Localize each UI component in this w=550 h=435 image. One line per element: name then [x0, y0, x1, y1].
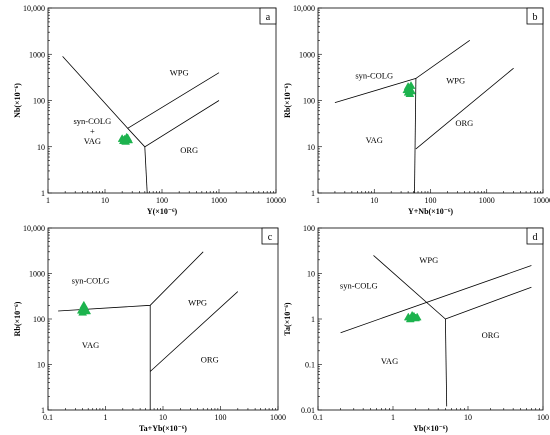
x-tick-label: 1000: [211, 196, 227, 205]
y-tick-label: 1: [41, 406, 45, 415]
x-tick-label: 100: [215, 413, 227, 422]
data-point: [407, 86, 416, 95]
panel-label-box: [526, 7, 544, 25]
field-boundary: [144, 146, 148, 194]
x-tick-label: 10: [101, 196, 109, 205]
y-tick-label: 0.01: [301, 406, 315, 415]
panel-label: a: [266, 12, 271, 23]
plot-frame: [47, 7, 277, 194]
field-label: ORG: [482, 330, 500, 340]
field-label: VAG: [84, 136, 101, 146]
panel-label: b: [533, 12, 538, 23]
field-boundary: [62, 56, 220, 148]
y-axis-label: Nb(×10⁻⁶): [13, 83, 22, 118]
panel-label-box: [526, 227, 544, 245]
x-tick-label: 100: [425, 196, 437, 205]
field-boundary: [445, 318, 448, 407]
data-point: [76, 305, 86, 314]
plot-frame: [47, 227, 279, 411]
x-tick-label: 0.1: [43, 413, 53, 422]
x-tick-label: 10: [370, 196, 378, 205]
field-boundary: [340, 265, 532, 334]
field-label: WPG: [188, 298, 207, 308]
x-tick-label: 10000: [533, 196, 550, 205]
x-tick-label: 1: [391, 413, 395, 422]
y-tick-label: 100: [303, 97, 315, 106]
x-tick-label: 100: [156, 196, 168, 205]
x-tick-label: 1: [46, 196, 50, 205]
y-tick-label: 10,000: [293, 4, 315, 13]
x-tick-label: 1000: [270, 413, 286, 422]
y-axis-label: Rb(×10⁻⁶): [283, 83, 292, 118]
x-tick-label: 10: [159, 413, 167, 422]
y-tick-label: 0.1: [305, 361, 315, 370]
y-tick-label: 10,000: [23, 224, 45, 233]
field-label: syn-COLG: [72, 276, 110, 286]
x-tick-label: 0.1: [313, 413, 323, 422]
y-tick-label: 1000: [299, 50, 315, 59]
field-boundary: [415, 67, 514, 150]
y-tick-label: 1: [41, 189, 45, 198]
x-tick-label: 1000: [479, 196, 495, 205]
panel-label-box: [259, 7, 277, 25]
field-label: ORG: [180, 145, 198, 155]
y-tick-label: 100: [33, 97, 45, 106]
field-label: ORG: [455, 118, 473, 128]
y-tick-label: 100: [303, 224, 315, 233]
y-tick-label: 1000: [29, 270, 45, 279]
field-label: syn-COLG: [340, 280, 378, 290]
panel-label-box: [261, 227, 279, 245]
x-tick-label: 10000: [266, 196, 286, 205]
panel-d: 0.1 1 10 1000.010.1110100Yb(×10⁻⁶)Ta(×10⁻⁶)…: [283, 224, 549, 433]
panel-label: c: [268, 232, 273, 243]
x-tick-label: 10: [464, 413, 472, 422]
x-axis-label: Yb(×10⁻⁶): [413, 424, 448, 433]
field-boundary: [445, 286, 532, 320]
field-label: WPG: [419, 255, 438, 265]
field-label: WPG: [170, 68, 189, 78]
x-axis-label: Y(×10⁻⁶): [147, 207, 178, 216]
field-boundary: [149, 291, 239, 372]
field-label: syn-COLG: [73, 116, 111, 126]
field-label: WPG: [446, 76, 465, 86]
y-axis-label: Rb(×10⁻⁶): [13, 301, 22, 336]
data-point: [121, 136, 131, 145]
field-label: VAG: [366, 135, 383, 145]
x-axis-label: Ta+Yb(×10⁻⁶): [139, 424, 187, 433]
data-point: [412, 312, 422, 321]
panel-label: d: [533, 232, 538, 243]
y-tick-label: 1000: [29, 50, 45, 59]
field-boundary: [414, 78, 417, 194]
y-tick-label: 10: [307, 270, 315, 279]
x-tick-label: 100: [537, 413, 549, 422]
y-axis-label: Ta(×10⁻⁶): [283, 302, 292, 335]
x-axis-label: Y+Nb(×10⁻⁶): [408, 207, 453, 216]
data-point: [402, 85, 412, 94]
x-tick-label: 1: [316, 196, 320, 205]
field-label: syn-COLG: [355, 70, 393, 80]
field-label: ORG: [201, 354, 219, 364]
field-boundary: [373, 255, 446, 320]
panel-b: 1 10 100 1000 10000 1 10 100 1000 10,000 Y+Nb(×10⁻…: [283, 4, 550, 216]
x-tick-label: 1: [104, 413, 108, 422]
field-label: +: [90, 126, 95, 136]
y-tick-label: 100: [33, 315, 45, 324]
field-label: VAG: [381, 356, 398, 366]
y-tick-label: 10: [37, 361, 45, 370]
panel-c: 0.1 1 10 100 1000110100100010,000Ta+Yb(×10⁻⁶…: [13, 224, 286, 433]
y-tick-label: 10,000: [23, 4, 45, 13]
plot-frame: [317, 7, 544, 194]
y-tick-label: 1: [311, 315, 315, 324]
panel-a: 1 10 100 1000 10000 1 10 100 1000 10,000 Y(×10⁻⁶) N…: [13, 4, 286, 216]
y-tick-label: 1: [311, 189, 315, 198]
field-label: VAG: [82, 340, 99, 350]
field-boundary: [127, 72, 220, 129]
y-tick-label: 10: [37, 143, 45, 152]
y-tick-label: 10: [307, 143, 315, 152]
